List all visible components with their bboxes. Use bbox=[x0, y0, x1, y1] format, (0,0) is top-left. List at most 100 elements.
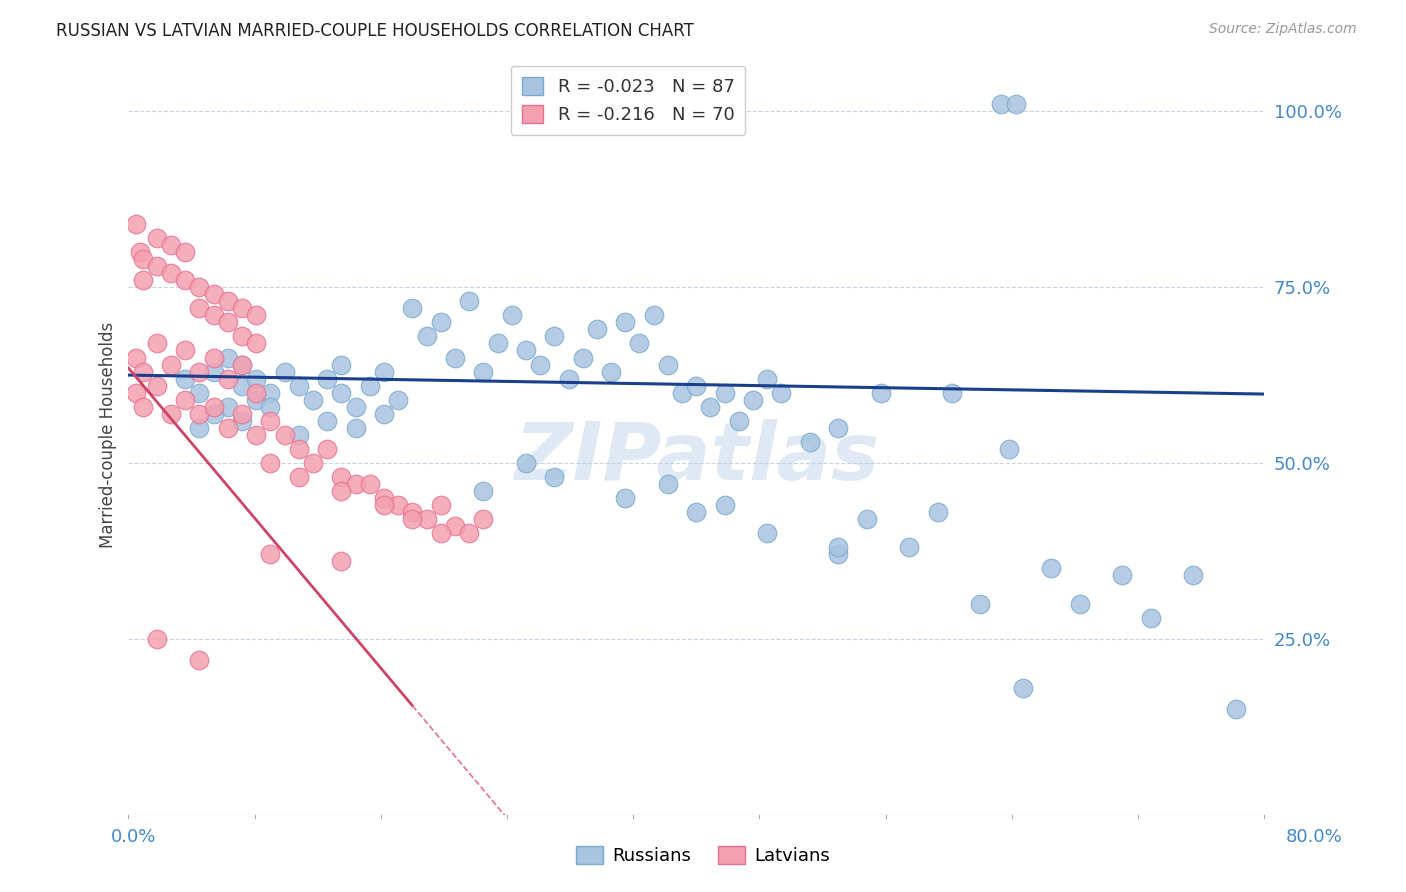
Text: Source: ZipAtlas.com: Source: ZipAtlas.com bbox=[1209, 22, 1357, 37]
Point bbox=[855, 512, 877, 526]
Point bbox=[1111, 568, 1133, 582]
Point bbox=[614, 491, 637, 505]
Point bbox=[387, 498, 409, 512]
Point bbox=[146, 259, 169, 273]
Point bbox=[259, 548, 281, 562]
Text: ZIPatlas: ZIPatlas bbox=[513, 418, 879, 497]
Point bbox=[124, 217, 146, 231]
Point bbox=[571, 351, 593, 365]
Point bbox=[927, 505, 949, 519]
Point bbox=[131, 273, 153, 287]
Point bbox=[1182, 568, 1205, 582]
Point bbox=[501, 308, 523, 322]
Point bbox=[415, 329, 437, 343]
Point bbox=[1069, 597, 1091, 611]
Point bbox=[188, 653, 211, 667]
Point bbox=[316, 414, 339, 428]
Point bbox=[124, 385, 146, 400]
Point bbox=[231, 329, 253, 343]
Point bbox=[231, 378, 253, 392]
Point bbox=[202, 407, 225, 421]
Point bbox=[990, 97, 1012, 112]
Point bbox=[756, 526, 779, 541]
Point bbox=[827, 421, 849, 435]
Point bbox=[770, 385, 793, 400]
Point bbox=[827, 541, 849, 555]
Text: 80.0%: 80.0% bbox=[1286, 828, 1343, 846]
Point bbox=[160, 266, 183, 280]
Point bbox=[217, 315, 239, 329]
Point bbox=[188, 365, 211, 379]
Point bbox=[401, 505, 423, 519]
Point bbox=[869, 385, 891, 400]
Point bbox=[827, 548, 849, 562]
Point bbox=[1225, 702, 1247, 716]
Point bbox=[231, 301, 253, 316]
Point bbox=[529, 358, 551, 372]
Text: RUSSIAN VS LATVIAN MARRIED-COUPLE HOUSEHOLDS CORRELATION CHART: RUSSIAN VS LATVIAN MARRIED-COUPLE HOUSEH… bbox=[56, 22, 695, 40]
Text: 0.0%: 0.0% bbox=[111, 828, 156, 846]
Point bbox=[259, 385, 281, 400]
Legend: Russians, Latvians: Russians, Latvians bbox=[569, 838, 837, 872]
Point bbox=[657, 477, 679, 491]
Point bbox=[330, 358, 353, 372]
Point bbox=[671, 385, 693, 400]
Point bbox=[515, 343, 537, 358]
Point bbox=[131, 365, 153, 379]
Point bbox=[160, 407, 183, 421]
Point bbox=[359, 378, 381, 392]
Point bbox=[302, 456, 325, 470]
Point bbox=[472, 484, 495, 499]
Point bbox=[444, 351, 467, 365]
Point bbox=[415, 512, 437, 526]
Point bbox=[146, 378, 169, 392]
Point bbox=[713, 385, 735, 400]
Point bbox=[330, 470, 353, 484]
Point bbox=[941, 385, 963, 400]
Point bbox=[429, 526, 451, 541]
Point bbox=[174, 371, 197, 385]
Point bbox=[1011, 681, 1033, 695]
Point bbox=[217, 371, 239, 385]
Point bbox=[429, 498, 451, 512]
Point bbox=[259, 456, 281, 470]
Point bbox=[174, 245, 197, 260]
Point bbox=[160, 238, 183, 252]
Point bbox=[330, 484, 353, 499]
Point bbox=[245, 428, 267, 442]
Point bbox=[344, 421, 367, 435]
Point bbox=[217, 294, 239, 309]
Point bbox=[643, 308, 665, 322]
Point bbox=[373, 407, 395, 421]
Point bbox=[288, 442, 311, 456]
Point bbox=[1040, 561, 1063, 575]
Point bbox=[401, 301, 423, 316]
Point bbox=[174, 392, 197, 407]
Point bbox=[486, 336, 509, 351]
Point bbox=[146, 231, 169, 245]
Point bbox=[259, 400, 281, 414]
Point bbox=[245, 385, 267, 400]
Point bbox=[217, 400, 239, 414]
Point bbox=[128, 245, 150, 260]
Point bbox=[600, 365, 623, 379]
Point bbox=[288, 470, 311, 484]
Point bbox=[273, 428, 295, 442]
Point bbox=[231, 358, 253, 372]
Point bbox=[188, 407, 211, 421]
Point bbox=[217, 351, 239, 365]
Point bbox=[614, 315, 637, 329]
Point bbox=[231, 358, 253, 372]
Point bbox=[174, 273, 197, 287]
Point bbox=[458, 526, 481, 541]
Point bbox=[728, 414, 751, 428]
Point bbox=[288, 428, 311, 442]
Point bbox=[245, 392, 267, 407]
Point bbox=[124, 351, 146, 365]
Point bbox=[188, 385, 211, 400]
Point bbox=[472, 365, 495, 379]
Point bbox=[699, 400, 721, 414]
Point bbox=[756, 371, 779, 385]
Point bbox=[273, 365, 295, 379]
Point bbox=[401, 512, 423, 526]
